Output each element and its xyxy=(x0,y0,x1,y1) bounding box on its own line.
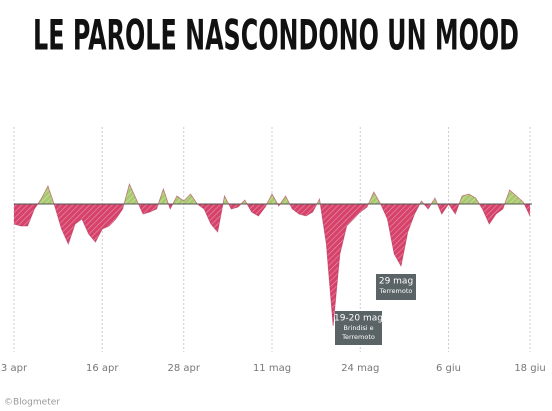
x-tick-label: 16 apr xyxy=(86,363,119,374)
annotation-text: Brindisi e xyxy=(343,324,373,332)
x-tick-label: 28 apr xyxy=(167,363,200,374)
mood-line xyxy=(13,182,531,327)
source: ©Blogmeter xyxy=(4,398,60,408)
x-tick-label: 11 mag xyxy=(253,363,291,374)
annotation-text: Terremoto xyxy=(341,333,375,341)
annotation-box xyxy=(376,274,416,300)
x-tick-label: 24 mag xyxy=(341,363,379,374)
annotation-box xyxy=(335,311,382,345)
annotation-text: 19-20 mag xyxy=(334,314,383,324)
negative-area xyxy=(14,204,530,326)
annotation-text: 29 mag xyxy=(379,277,413,287)
chart-title: LE PAROLE NASCONDONO UN MOOD xyxy=(33,11,519,60)
x-tick-label: 3 apr xyxy=(1,363,28,374)
x-tick-label: 18 giu xyxy=(514,363,545,374)
annotation-text: Terremoto xyxy=(379,287,413,295)
x-tick-label: 6 giu xyxy=(436,363,461,374)
